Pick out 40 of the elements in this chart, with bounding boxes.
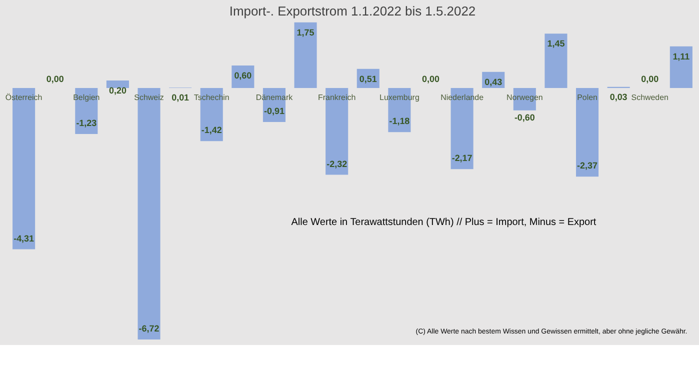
data-label: -2,17 — [452, 153, 472, 164]
x-tick-label: Schweiz — [134, 92, 164, 102]
x-tick-label: Luxemburg — [380, 92, 420, 102]
x-tick-label: Österreich — [5, 92, 42, 102]
data-label: -2,37 — [577, 160, 598, 171]
data-label: -1,42 — [201, 125, 222, 136]
data-label: -2,32 — [326, 158, 348, 169]
bar — [106, 80, 129, 88]
data-label: 1,75 — [296, 27, 314, 38]
data-label: -0,60 — [514, 112, 535, 122]
x-tick-label: Dänemark — [256, 92, 293, 102]
data-label: 0,00 — [641, 74, 659, 84]
data-label: -4,31 — [14, 233, 34, 244]
data-label: 0,60 — [234, 70, 252, 80]
x-tick-label: Frankreich — [318, 92, 356, 102]
data-label: 0,01 — [172, 92, 190, 103]
x-tick-label: Niederlande — [440, 92, 484, 102]
data-label: 0,20 — [108, 85, 126, 96]
x-tick-label: Tschechin — [194, 92, 230, 102]
data-label: 1,45 — [547, 38, 565, 49]
data-label: -6,72 — [138, 324, 160, 334]
data-label: 0,51 — [359, 74, 377, 84]
data-label: -0,91 — [264, 106, 284, 116]
data-label: -1,18 — [389, 116, 410, 126]
bar — [670, 46, 692, 88]
x-tick-label: Polen — [577, 92, 598, 102]
chart-title: Import-. Exportstrom 1.1.2022 bis 1.5.2022 — [229, 3, 476, 18]
data-label: -1,23 — [76, 118, 97, 128]
data-label: 0,00 — [46, 74, 64, 84]
x-tick-label: Schweden — [631, 92, 668, 102]
bar — [294, 22, 317, 88]
annotation: Alle Werte in Terawattstunden (TWh) // Plus = Import, Minus = Export — [291, 216, 596, 228]
data-label: 1,11 — [672, 51, 690, 62]
bar — [544, 34, 568, 88]
data-label: 0,43 — [484, 76, 502, 87]
x-tick-label: Belgien — [73, 92, 100, 102]
x-tick-label: Norwegen — [506, 92, 543, 102]
data-label: 0,00 — [422, 74, 440, 84]
data-label: 0,03 — [610, 92, 628, 102]
bar — [576, 88, 599, 177]
